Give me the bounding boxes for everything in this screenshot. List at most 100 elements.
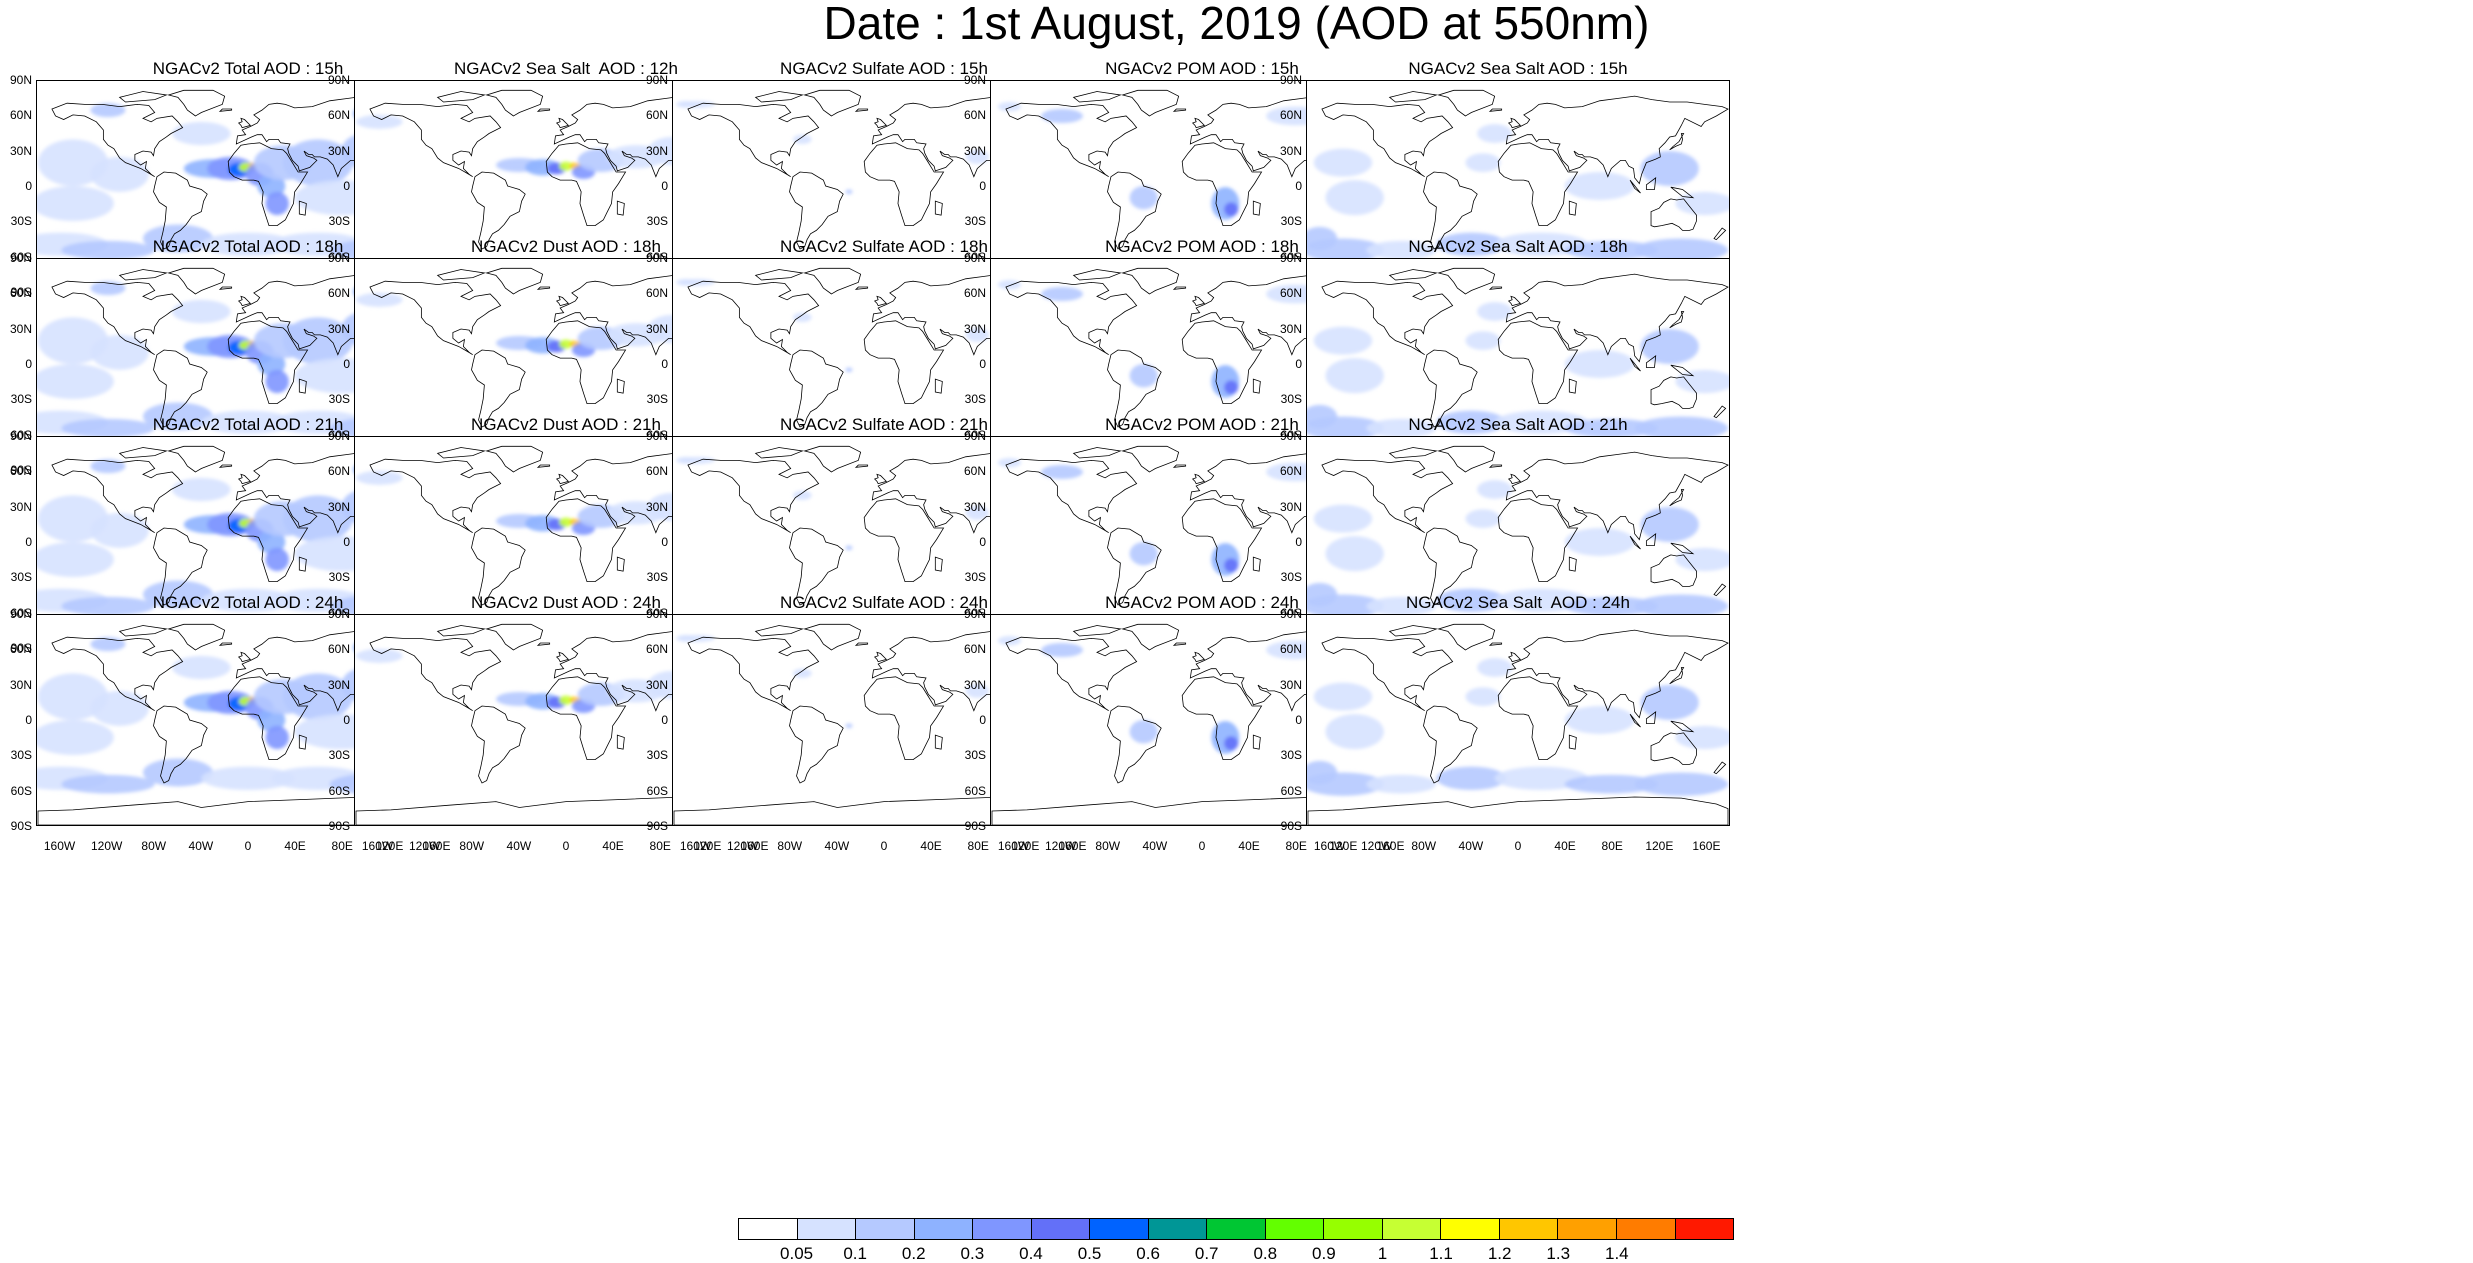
coastline <box>1670 720 1695 733</box>
coastline <box>1072 91 1122 103</box>
lat-label: 60S <box>10 783 32 798</box>
lat-label: 0 <box>343 535 350 549</box>
coastline <box>1321 458 1454 534</box>
lon-label: 40E <box>920 839 942 853</box>
colorbar-label: 0.5 <box>1077 1244 1102 1263</box>
aod-patch <box>1494 232 1588 256</box>
aod-patch <box>679 100 715 108</box>
coastline <box>803 445 862 473</box>
coastline <box>1121 267 1180 295</box>
coastline <box>1005 102 1138 178</box>
map-panel: NGACv2 Sea Salt AOD : 18h 90N 60N 30N 0 30S 60… <box>1270 238 1770 503</box>
lon-label: 80W <box>1411 839 1437 853</box>
aod-patch <box>201 232 295 256</box>
lon-label: 40E <box>602 839 624 853</box>
coastline <box>436 91 486 103</box>
lon-label: 160W <box>1313 839 1346 853</box>
aod-patch <box>257 174 286 198</box>
aod-patch <box>845 189 853 195</box>
aod-patch <box>1041 643 1083 657</box>
coastline <box>218 286 233 290</box>
coastline <box>1191 651 1206 663</box>
coastline <box>536 464 551 468</box>
coastline <box>118 269 168 281</box>
coastline <box>1121 89 1180 117</box>
colorbar-box <box>856 1219 915 1239</box>
page-title: Date : 1st August, 2019 (AOD at 550nm) <box>823 0 1650 49</box>
aod-patch <box>965 683 989 698</box>
aod-patch <box>1313 682 1373 711</box>
aod-patch <box>1313 326 1373 355</box>
lat-label: 60N <box>963 286 986 301</box>
coastline <box>803 623 862 651</box>
coastline <box>51 458 184 534</box>
lon-label: 160E <box>1692 839 1721 853</box>
lat-label: 30S <box>328 570 350 585</box>
aod-field <box>1307 480 1729 618</box>
lat-label: 30S <box>964 570 986 585</box>
coastline <box>545 142 627 227</box>
colorbar-label: 0.6 <box>1136 1244 1160 1263</box>
lon-label: 40E <box>1554 839 1576 853</box>
coastline <box>471 527 526 606</box>
coastline <box>227 498 309 583</box>
aod-field <box>1307 658 1729 796</box>
coastline <box>1568 734 1577 750</box>
colorbar-label: 0.1 <box>843 1244 867 1263</box>
panel-title: NGACv2 Sea Salt AOD : 18h <box>1408 237 1628 256</box>
colorbar-box <box>973 1219 1032 1239</box>
lat-label: 90S <box>10 819 32 833</box>
coastline <box>1307 796 1729 825</box>
aod-patch <box>283 139 353 186</box>
aod-patch <box>356 470 403 485</box>
lat-label: 90S <box>10 641 32 655</box>
lat-label: 90N <box>963 251 986 265</box>
coastline <box>616 556 625 572</box>
lat-label: 30N <box>327 499 350 514</box>
lon-label: 120W <box>90 839 123 853</box>
aod-patch <box>559 695 573 705</box>
aod-patch <box>37 364 114 399</box>
lat-label: 90S <box>964 819 986 833</box>
coastline <box>1191 117 1206 129</box>
colorbar-box <box>1675 1219 1734 1239</box>
aod-patch <box>37 186 114 221</box>
coastline <box>1507 295 1522 307</box>
coastline <box>934 378 943 394</box>
coastline <box>536 642 551 646</box>
panel-title: NGACv2 Total AOD : 24h <box>152 593 344 612</box>
lat-label: 60S <box>328 783 350 798</box>
lat-label: 0 <box>343 179 350 193</box>
coastline <box>1669 667 1685 685</box>
lat-label: 60S <box>1280 783 1302 798</box>
coastline <box>1505 273 1729 363</box>
lat-label: 0 <box>25 179 32 193</box>
lon-label: 0 <box>1514 839 1522 853</box>
aod-patch <box>997 280 1022 290</box>
lat-label: 30S <box>328 392 350 407</box>
map-svg <box>1307 89 1729 291</box>
lon-label: 80E <box>1601 839 1623 853</box>
coastline <box>167 623 226 651</box>
lat-label: 90N <box>645 73 668 87</box>
aod-patch <box>172 121 231 146</box>
aod-patch <box>1224 558 1239 573</box>
coastline <box>1670 364 1695 377</box>
aod-patch <box>257 708 286 732</box>
lon-label: 80W <box>1095 839 1121 853</box>
lat-label: 0 <box>343 713 350 727</box>
lat-label: 90N <box>327 607 350 621</box>
coastline <box>1645 355 1657 368</box>
panel-title: NGACv2 Sulfate AOD : 18h <box>780 237 988 256</box>
lat-label: 30N <box>645 499 668 514</box>
aod-patch <box>143 402 213 431</box>
lat-label: 90N <box>645 429 668 443</box>
coastline <box>369 280 502 356</box>
lat-label: 0 <box>1295 713 1302 727</box>
lat-label: 30S <box>1280 748 1302 763</box>
coastline <box>687 458 820 534</box>
aod-patch <box>1564 596 1658 616</box>
lat-label: 90N <box>645 607 668 621</box>
aod-patch <box>1477 658 1513 677</box>
